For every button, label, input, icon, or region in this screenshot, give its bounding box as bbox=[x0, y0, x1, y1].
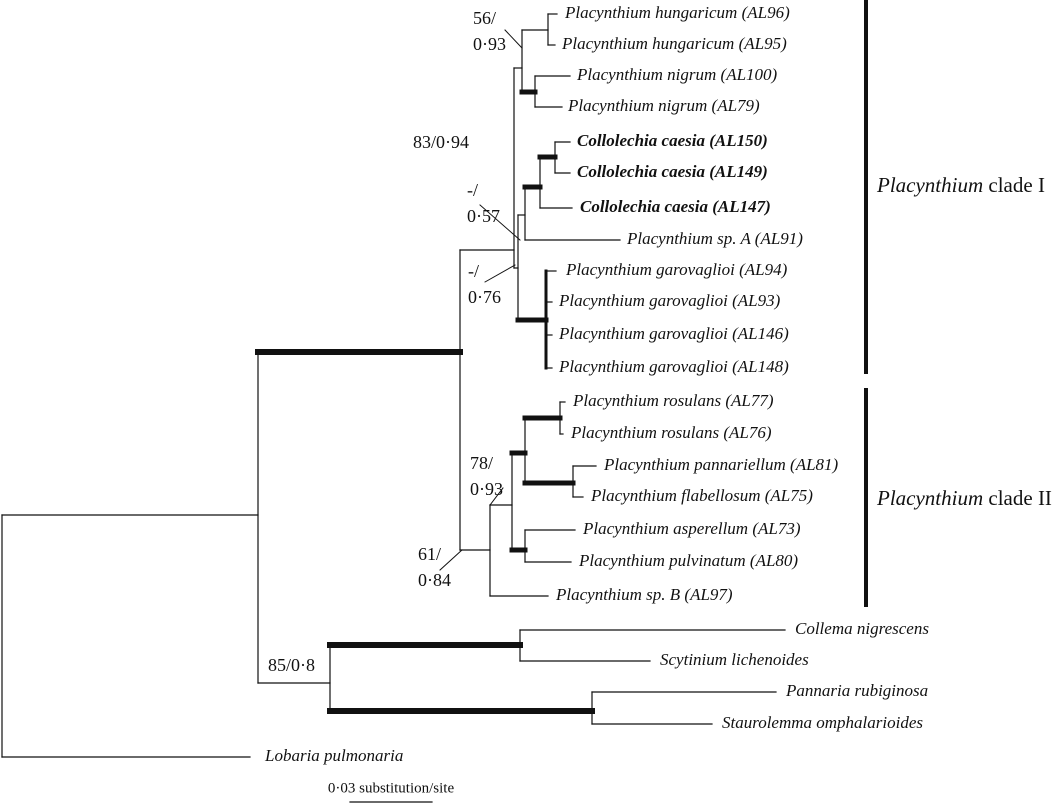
support-value: -/ bbox=[467, 180, 478, 200]
taxon-label: Placynthium sp. A (AL91) bbox=[626, 229, 803, 248]
support-value: 0·76 bbox=[468, 287, 501, 307]
taxon-label: Staurolemma omphalarioides bbox=[722, 713, 923, 732]
branch bbox=[479, 204, 521, 241]
support-value: 56/ bbox=[473, 8, 496, 28]
clade-label: Placynthium clade II bbox=[876, 486, 1052, 510]
clade-name: clade I bbox=[988, 173, 1045, 197]
clade-genus: Placynthium bbox=[876, 486, 983, 510]
taxon-label: Placynthium rosulans (AL76) bbox=[570, 423, 772, 442]
taxon-label: Scytinium lichenoides bbox=[660, 650, 809, 669]
scale-bar-label: 0·03 substitution/site bbox=[328, 780, 455, 796]
taxon-label: Collema nigrescens bbox=[795, 619, 929, 638]
taxon-label: Collolechia caesia (AL150) bbox=[577, 131, 768, 150]
support-value: 78/ bbox=[470, 453, 493, 473]
support-value: 85/0·8 bbox=[268, 655, 315, 675]
taxon-label: Collolechia caesia (AL147) bbox=[580, 197, 771, 216]
taxon-label: Placynthium garovaglioi (AL94) bbox=[565, 260, 788, 279]
taxon-label: Placynthium garovaglioi (AL146) bbox=[558, 324, 789, 343]
clade-label: Placynthium clade I bbox=[876, 173, 1045, 197]
branch bbox=[504, 29, 523, 49]
taxon-label: Lobaria pulmonaria bbox=[264, 746, 403, 765]
support-value: -/ bbox=[468, 261, 479, 281]
taxon-label: Pannaria rubiginosa bbox=[785, 681, 928, 700]
taxon-label: Placynthium nigrum (AL100) bbox=[576, 65, 778, 84]
branch bbox=[439, 549, 463, 571]
support-value: 0·93 bbox=[473, 34, 506, 54]
support-value: 0·93 bbox=[470, 479, 503, 499]
taxon-label: Placynthium garovaglioi (AL93) bbox=[558, 291, 781, 310]
taxon-label: Placynthium sp. B (AL97) bbox=[555, 585, 733, 604]
taxon-label: Placynthium hungaricum (AL95) bbox=[561, 34, 787, 53]
taxon-label: Placynthium rosulans (AL77) bbox=[572, 391, 774, 410]
taxon-label: Placynthium pannariellum (AL81) bbox=[603, 455, 839, 474]
clade-genus: Placynthium bbox=[876, 173, 983, 197]
branch bbox=[489, 487, 504, 506]
clade-name: clade II bbox=[988, 486, 1052, 510]
taxon-label: Placynthium garovaglioi (AL148) bbox=[558, 357, 789, 376]
support-value: 0·57 bbox=[467, 206, 500, 226]
support-value: 83/0·94 bbox=[413, 132, 469, 152]
taxon-label: Placynthium pulvinatum (AL80) bbox=[578, 551, 798, 570]
taxon-label: Collolechia caesia (AL149) bbox=[577, 162, 768, 181]
taxon-label: Placynthium flabellosum (AL75) bbox=[590, 486, 813, 505]
taxon-label: Placynthium asperellum (AL73) bbox=[582, 519, 801, 538]
support-value: 61/ bbox=[418, 544, 441, 564]
support-value: 0·84 bbox=[418, 570, 451, 590]
taxon-label: Placynthium nigrum (AL79) bbox=[567, 96, 760, 115]
branch bbox=[484, 264, 516, 283]
taxon-label: Placynthium hungaricum (AL96) bbox=[564, 3, 790, 22]
